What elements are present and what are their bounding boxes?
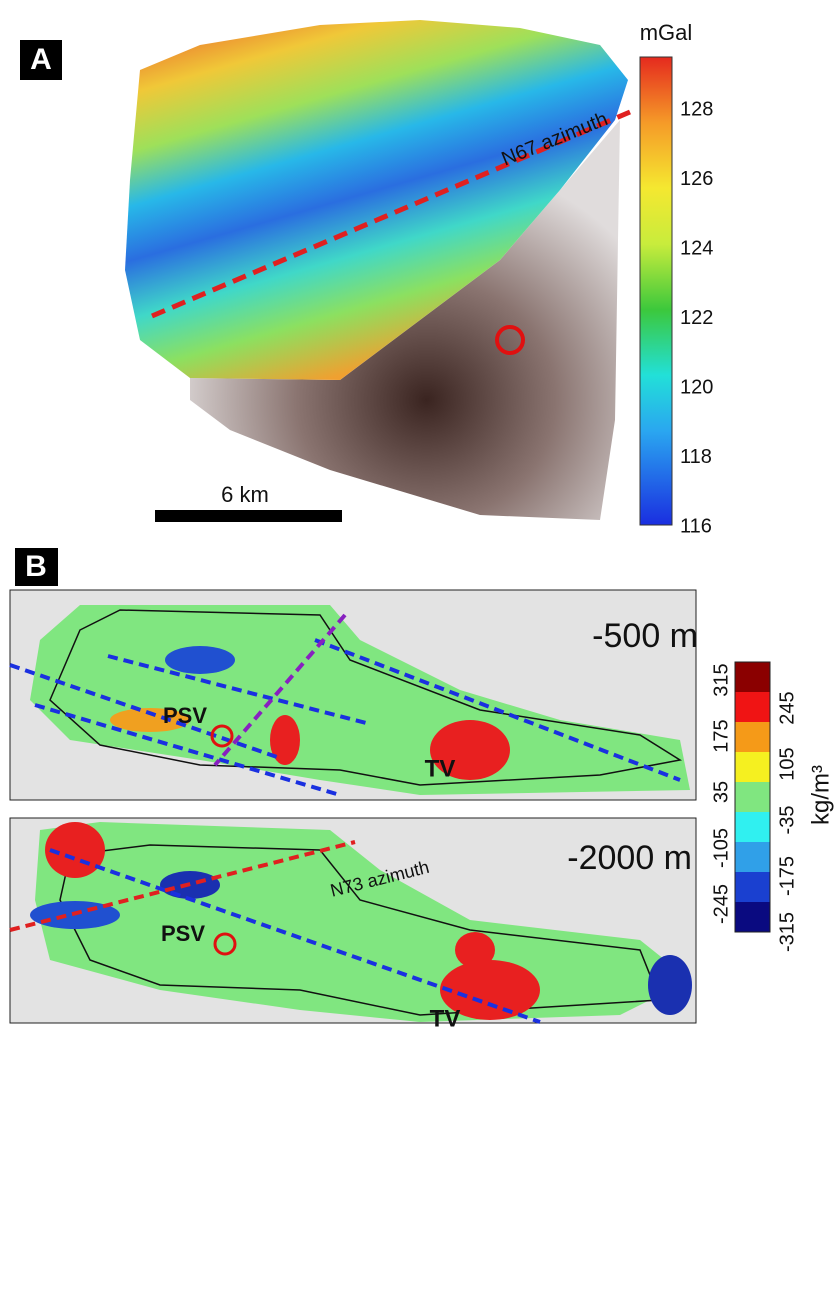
scale-bar — [155, 510, 342, 522]
scale-bar-label: 6 km — [221, 482, 269, 507]
colorbar-tick-label: 245 — [776, 691, 798, 724]
colorbar-tick-label: -105 — [710, 828, 732, 868]
panel-label: A — [30, 43, 52, 76]
panel-label: B — [25, 550, 47, 583]
site-label: TV — [425, 755, 456, 782]
depth-label: -500 m — [592, 617, 698, 655]
colorbar-tick-label: 315 — [710, 663, 732, 696]
depth-label: -2000 m — [567, 839, 692, 877]
figure: A N67 azimuth 6 km mGal 1281261241221201… — [0, 0, 839, 1303]
colorbar-tick-label: -35 — [776, 806, 798, 835]
site-label: PSV — [163, 703, 207, 728]
colorbar-tick-label: 120 — [680, 376, 713, 398]
colorbar — [735, 662, 770, 932]
colorbar-ticks: 128 126 124 122 120 118 116 — [680, 98, 713, 537]
colorbar-tick-label: 105 — [776, 747, 798, 780]
colorbar-tick-label: 175 — [710, 719, 732, 752]
colorbar-unit: kg/m³ — [807, 765, 834, 825]
colorbar-tick-label: 126 — [680, 168, 713, 190]
slice: -500 m PSV TV — [10, 590, 698, 800]
site-label: TV — [430, 1005, 461, 1032]
colorbar-unit: mGal — [640, 20, 693, 45]
colorbar-tick-label: 118 — [680, 446, 712, 468]
colorbar-tick-label: 116 — [680, 515, 712, 537]
site-label: PSV — [161, 921, 205, 946]
colorbar-tick-label: -175 — [776, 856, 798, 896]
colorbar — [640, 57, 672, 525]
slice: N73 azimuth -2000 m PSV TV — [10, 818, 696, 1032]
colorbar-tick-label: 128 — [680, 98, 713, 120]
colorbar-tick-label: 122 — [680, 307, 713, 329]
colorbar-tick-label: -315 — [776, 912, 798, 952]
colorbar-tick-label: 124 — [680, 237, 713, 259]
anomaly — [165, 646, 235, 674]
colorbar-tick-label: -245 — [710, 884, 732, 924]
colorbar-tick-label: 35 — [710, 781, 732, 803]
